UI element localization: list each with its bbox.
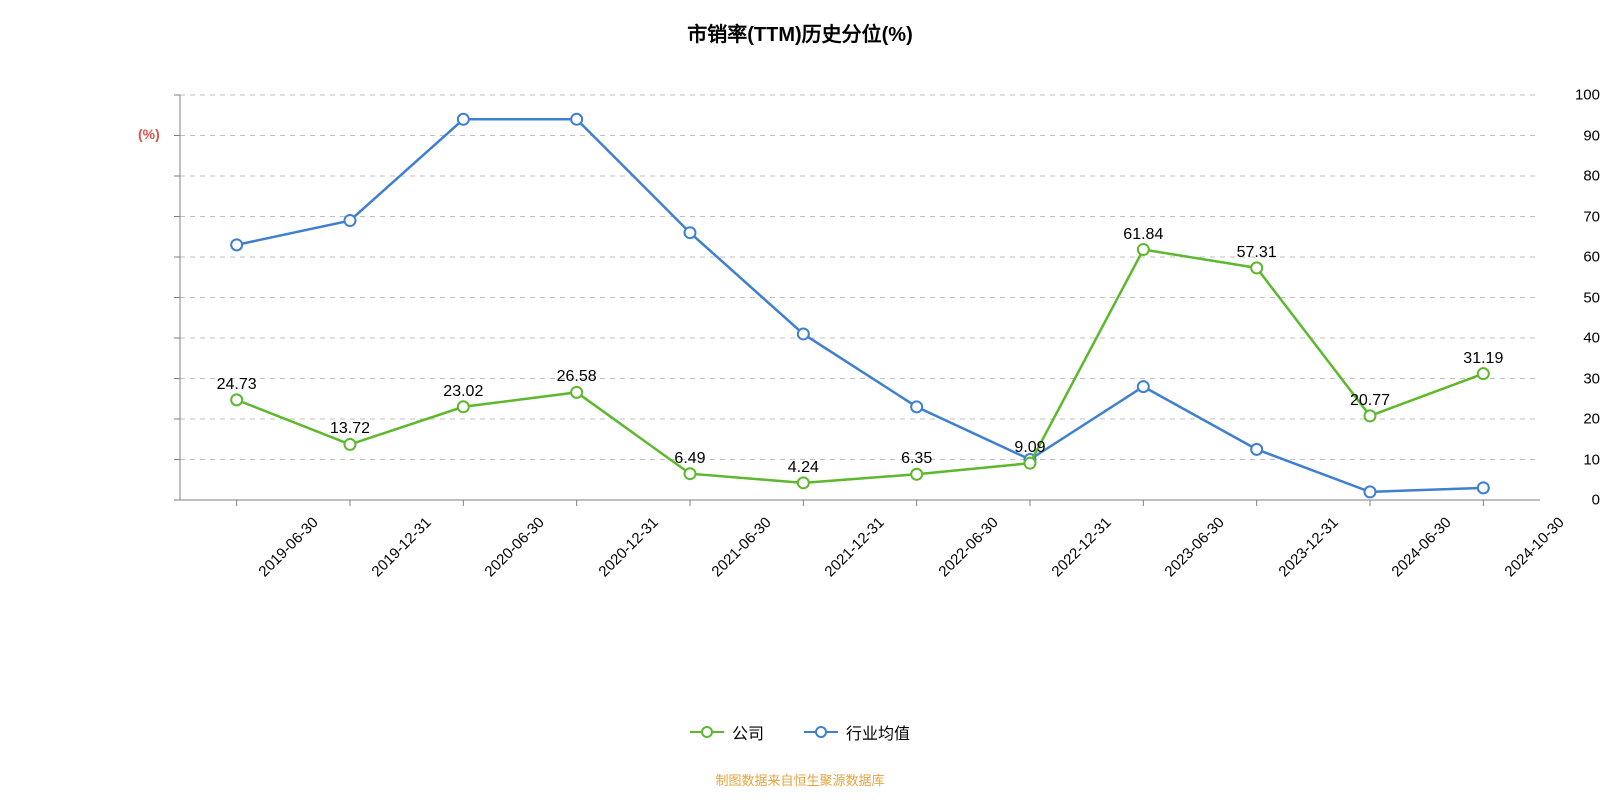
data-label: 6.49 xyxy=(674,450,705,468)
data-label: 24.73 xyxy=(217,376,257,394)
y-tick-label: 100 xyxy=(1432,87,1600,104)
legend: 公司 行业均值 xyxy=(0,720,1600,744)
data-label: 61.84 xyxy=(1123,226,1163,244)
legend-item[interactable]: 公司 xyxy=(690,720,764,744)
legend-item[interactable]: 行业均值 xyxy=(804,720,910,744)
y-tick-label: 0 xyxy=(1432,492,1600,509)
y-tick-label: 40 xyxy=(1432,330,1600,347)
y-tick-label: 70 xyxy=(1432,208,1600,225)
data-label: 20.77 xyxy=(1350,392,1390,410)
source-note: 制图数据来自恒生聚源数据库 xyxy=(0,770,1600,789)
legend-swatch xyxy=(690,725,724,739)
y-tick-label: 90 xyxy=(1432,127,1600,144)
y-tick-label: 80 xyxy=(1432,168,1600,185)
data-label: 9.09 xyxy=(1014,439,1045,457)
data-label: 26.58 xyxy=(557,368,597,386)
data-label: 31.19 xyxy=(1463,350,1503,368)
y-tick-label: 50 xyxy=(1432,289,1600,306)
data-label: 6.35 xyxy=(901,450,932,468)
chart-container: 市销率(TTM)历史分位(%) 0102030405060708090100(%… xyxy=(0,0,1600,800)
data-label: 23.02 xyxy=(443,383,483,401)
data-label: 4.24 xyxy=(788,459,819,477)
y-tick-label: 30 xyxy=(1432,370,1600,387)
legend-label: 公司 xyxy=(732,720,764,744)
legend-swatch xyxy=(804,725,838,739)
data-label: 13.72 xyxy=(330,420,370,438)
y-axis-unit: (%) xyxy=(138,126,160,142)
y-tick-label: 20 xyxy=(1432,411,1600,428)
y-tick-label: 60 xyxy=(1432,249,1600,266)
legend-label: 行业均值 xyxy=(846,720,910,744)
y-tick-label: 10 xyxy=(1432,451,1600,468)
data-label: 57.31 xyxy=(1237,244,1277,262)
